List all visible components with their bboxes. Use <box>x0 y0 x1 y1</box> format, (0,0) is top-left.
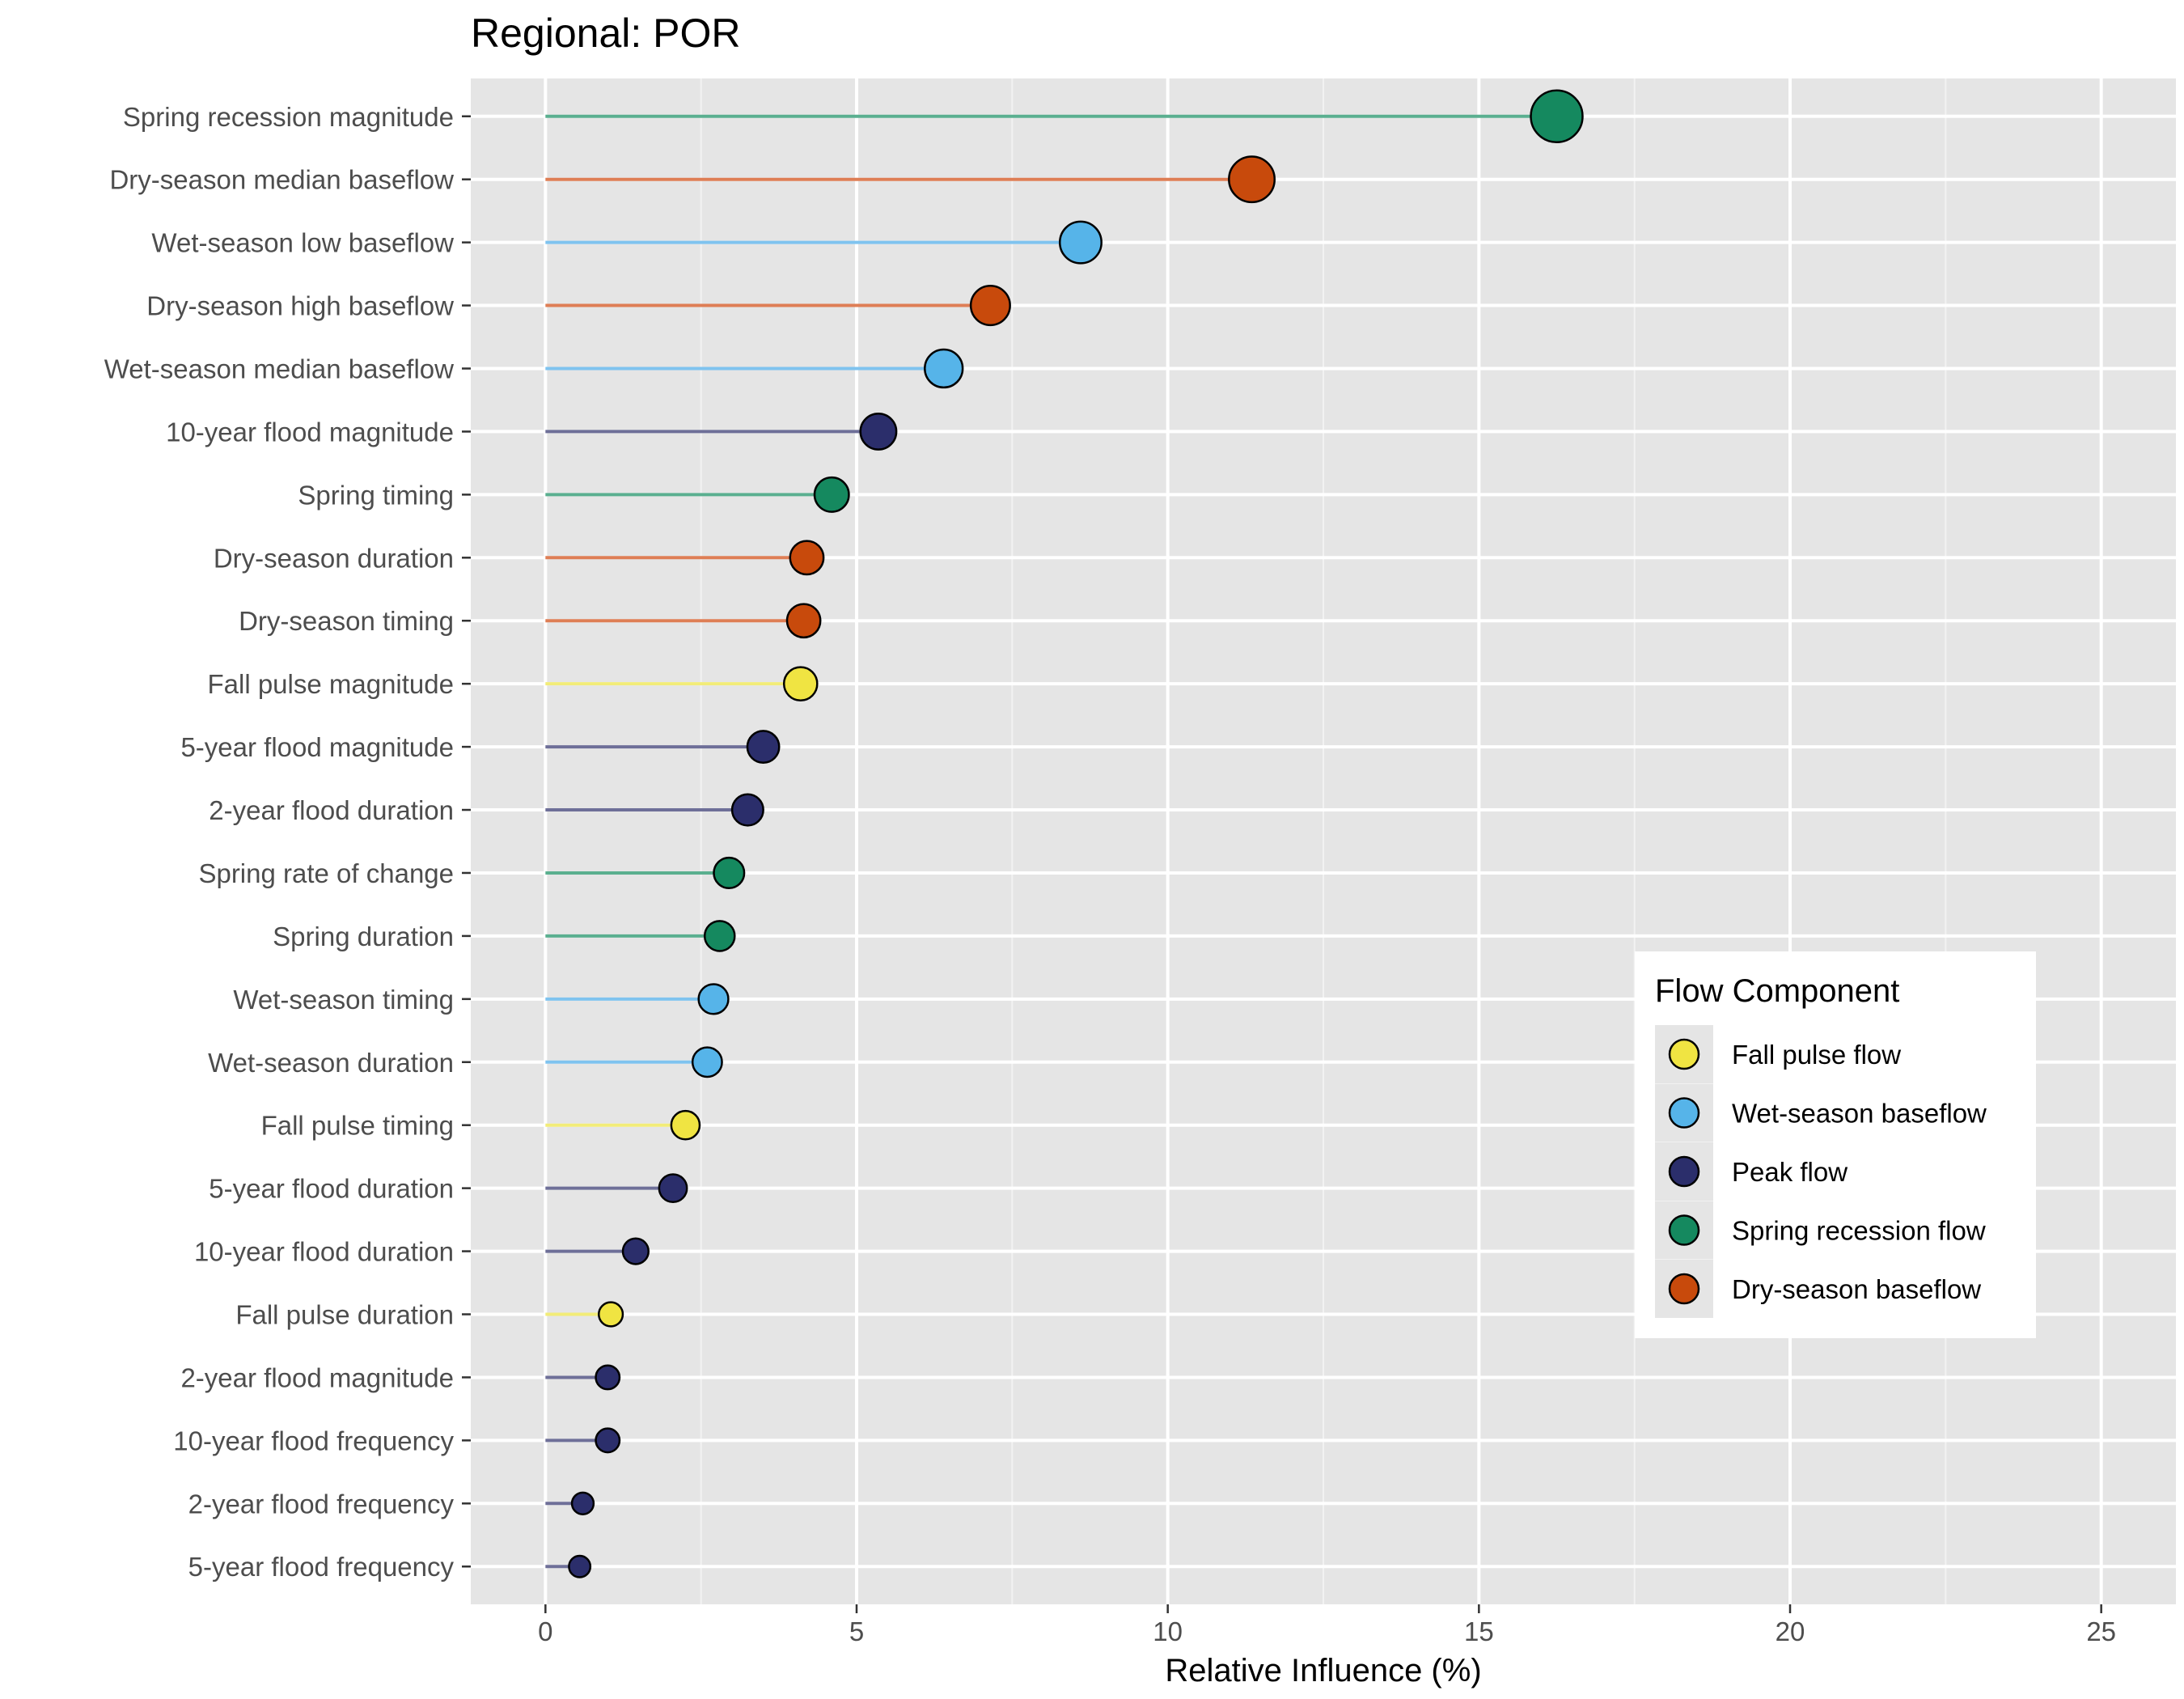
x-tick-label: 5 <box>849 1616 864 1646</box>
legend-entries: Fall pulse flow Wet-season baseflow Peak f… <box>1655 1025 1987 1318</box>
y-tick-label: 10-year flood frequency <box>173 1426 454 1455</box>
point-layer <box>568 89 1584 1578</box>
y-tick-label: Wet-season timing <box>233 985 454 1015</box>
y-tick-label: 10-year flood magnitude <box>166 417 454 447</box>
y-tick-label: Spring duration <box>273 922 454 951</box>
data-point <box>730 793 764 827</box>
y-tick-label: Dry-season timing <box>239 606 454 636</box>
data-point <box>746 730 781 765</box>
data-point <box>969 285 1011 327</box>
data-point <box>789 540 825 576</box>
y-tick-label: Spring timing <box>298 480 454 510</box>
data-point <box>782 666 819 701</box>
y-tick-label: 5-year flood duration <box>209 1174 454 1204</box>
data-point <box>621 1237 650 1265</box>
legend-label: Wet-season baseflow <box>1732 1099 1987 1129</box>
data-point <box>595 1364 621 1391</box>
x-axis-title: Relative Influence (%) <box>1165 1653 1481 1688</box>
x-axis: 0 5 10 15 20 25 <box>538 1604 2116 1646</box>
data-point <box>598 1301 624 1328</box>
data-point <box>785 603 822 639</box>
legend-key-wet <box>1668 1097 1700 1129</box>
y-tick-label: Fall pulse magnitude <box>207 669 454 699</box>
legend-label: Dry-season baseflow <box>1732 1274 1981 1304</box>
data-point <box>1228 155 1276 204</box>
data-point <box>658 1173 688 1204</box>
legend-label: Spring recession flow <box>1732 1216 1986 1246</box>
y-tick-label: Fall pulse timing <box>261 1111 454 1141</box>
y-tick-label: 5-year flood magnitude <box>180 732 454 762</box>
data-point <box>703 920 736 952</box>
plot-title: Regional: POR <box>471 11 741 56</box>
y-tick-label: Fall pulse duration <box>235 1300 454 1330</box>
data-point <box>713 856 746 890</box>
y-tick-label: Spring rate of change <box>198 858 454 888</box>
y-axis: Spring recession magnitude Dry-season med… <box>104 102 471 1582</box>
data-point <box>1530 89 1584 144</box>
data-point <box>595 1427 621 1454</box>
legend: Flow Component Fall pulse flow Wet-season… <box>1635 951 2036 1338</box>
y-tick-label: Dry-season median baseflow <box>109 165 454 195</box>
data-point <box>924 348 964 389</box>
x-tick-label: 25 <box>2086 1616 2116 1646</box>
y-tick-label: Wet-season low baseflow <box>151 228 454 258</box>
x-tick-label: 20 <box>1776 1616 1805 1646</box>
y-tick-label: Spring recession magnitude <box>123 102 454 132</box>
legend-title: Flow Component <box>1655 973 1899 1009</box>
data-point <box>570 1491 595 1515</box>
legend-key-dry <box>1668 1273 1700 1305</box>
y-tick-label: 5-year flood frequency <box>188 1552 455 1582</box>
y-tick-label: 2-year flood magnitude <box>180 1362 454 1392</box>
data-point <box>568 1554 592 1578</box>
legend-key-peak <box>1668 1155 1700 1188</box>
x-tick-label: 15 <box>1464 1616 1494 1646</box>
data-point <box>859 412 898 451</box>
y-tick-label: Dry-season duration <box>214 543 454 573</box>
legend-key-fall <box>1668 1038 1700 1070</box>
data-point <box>697 983 730 1015</box>
y-tick-label: Wet-season median baseflow <box>104 354 454 383</box>
y-tick-label: 2-year flood duration <box>209 795 454 825</box>
data-point <box>813 476 850 513</box>
data-point <box>691 1046 723 1078</box>
x-tick-label: 0 <box>538 1616 552 1646</box>
stem-layer <box>545 114 1557 1569</box>
data-point <box>1058 220 1103 265</box>
y-tick-label: Dry-season high baseflow <box>146 291 454 321</box>
data-point <box>670 1109 701 1141</box>
y-tick-label: Wet-season duration <box>208 1048 454 1078</box>
y-tick-label: 10-year flood duration <box>194 1237 454 1267</box>
legend-label: Peak flow <box>1732 1157 1848 1187</box>
legend-key-spring <box>1668 1214 1700 1246</box>
y-tick-label: 2-year flood frequency <box>188 1489 455 1519</box>
legend-label: Fall pulse flow <box>1732 1040 1901 1070</box>
x-tick-label: 10 <box>1153 1616 1183 1646</box>
